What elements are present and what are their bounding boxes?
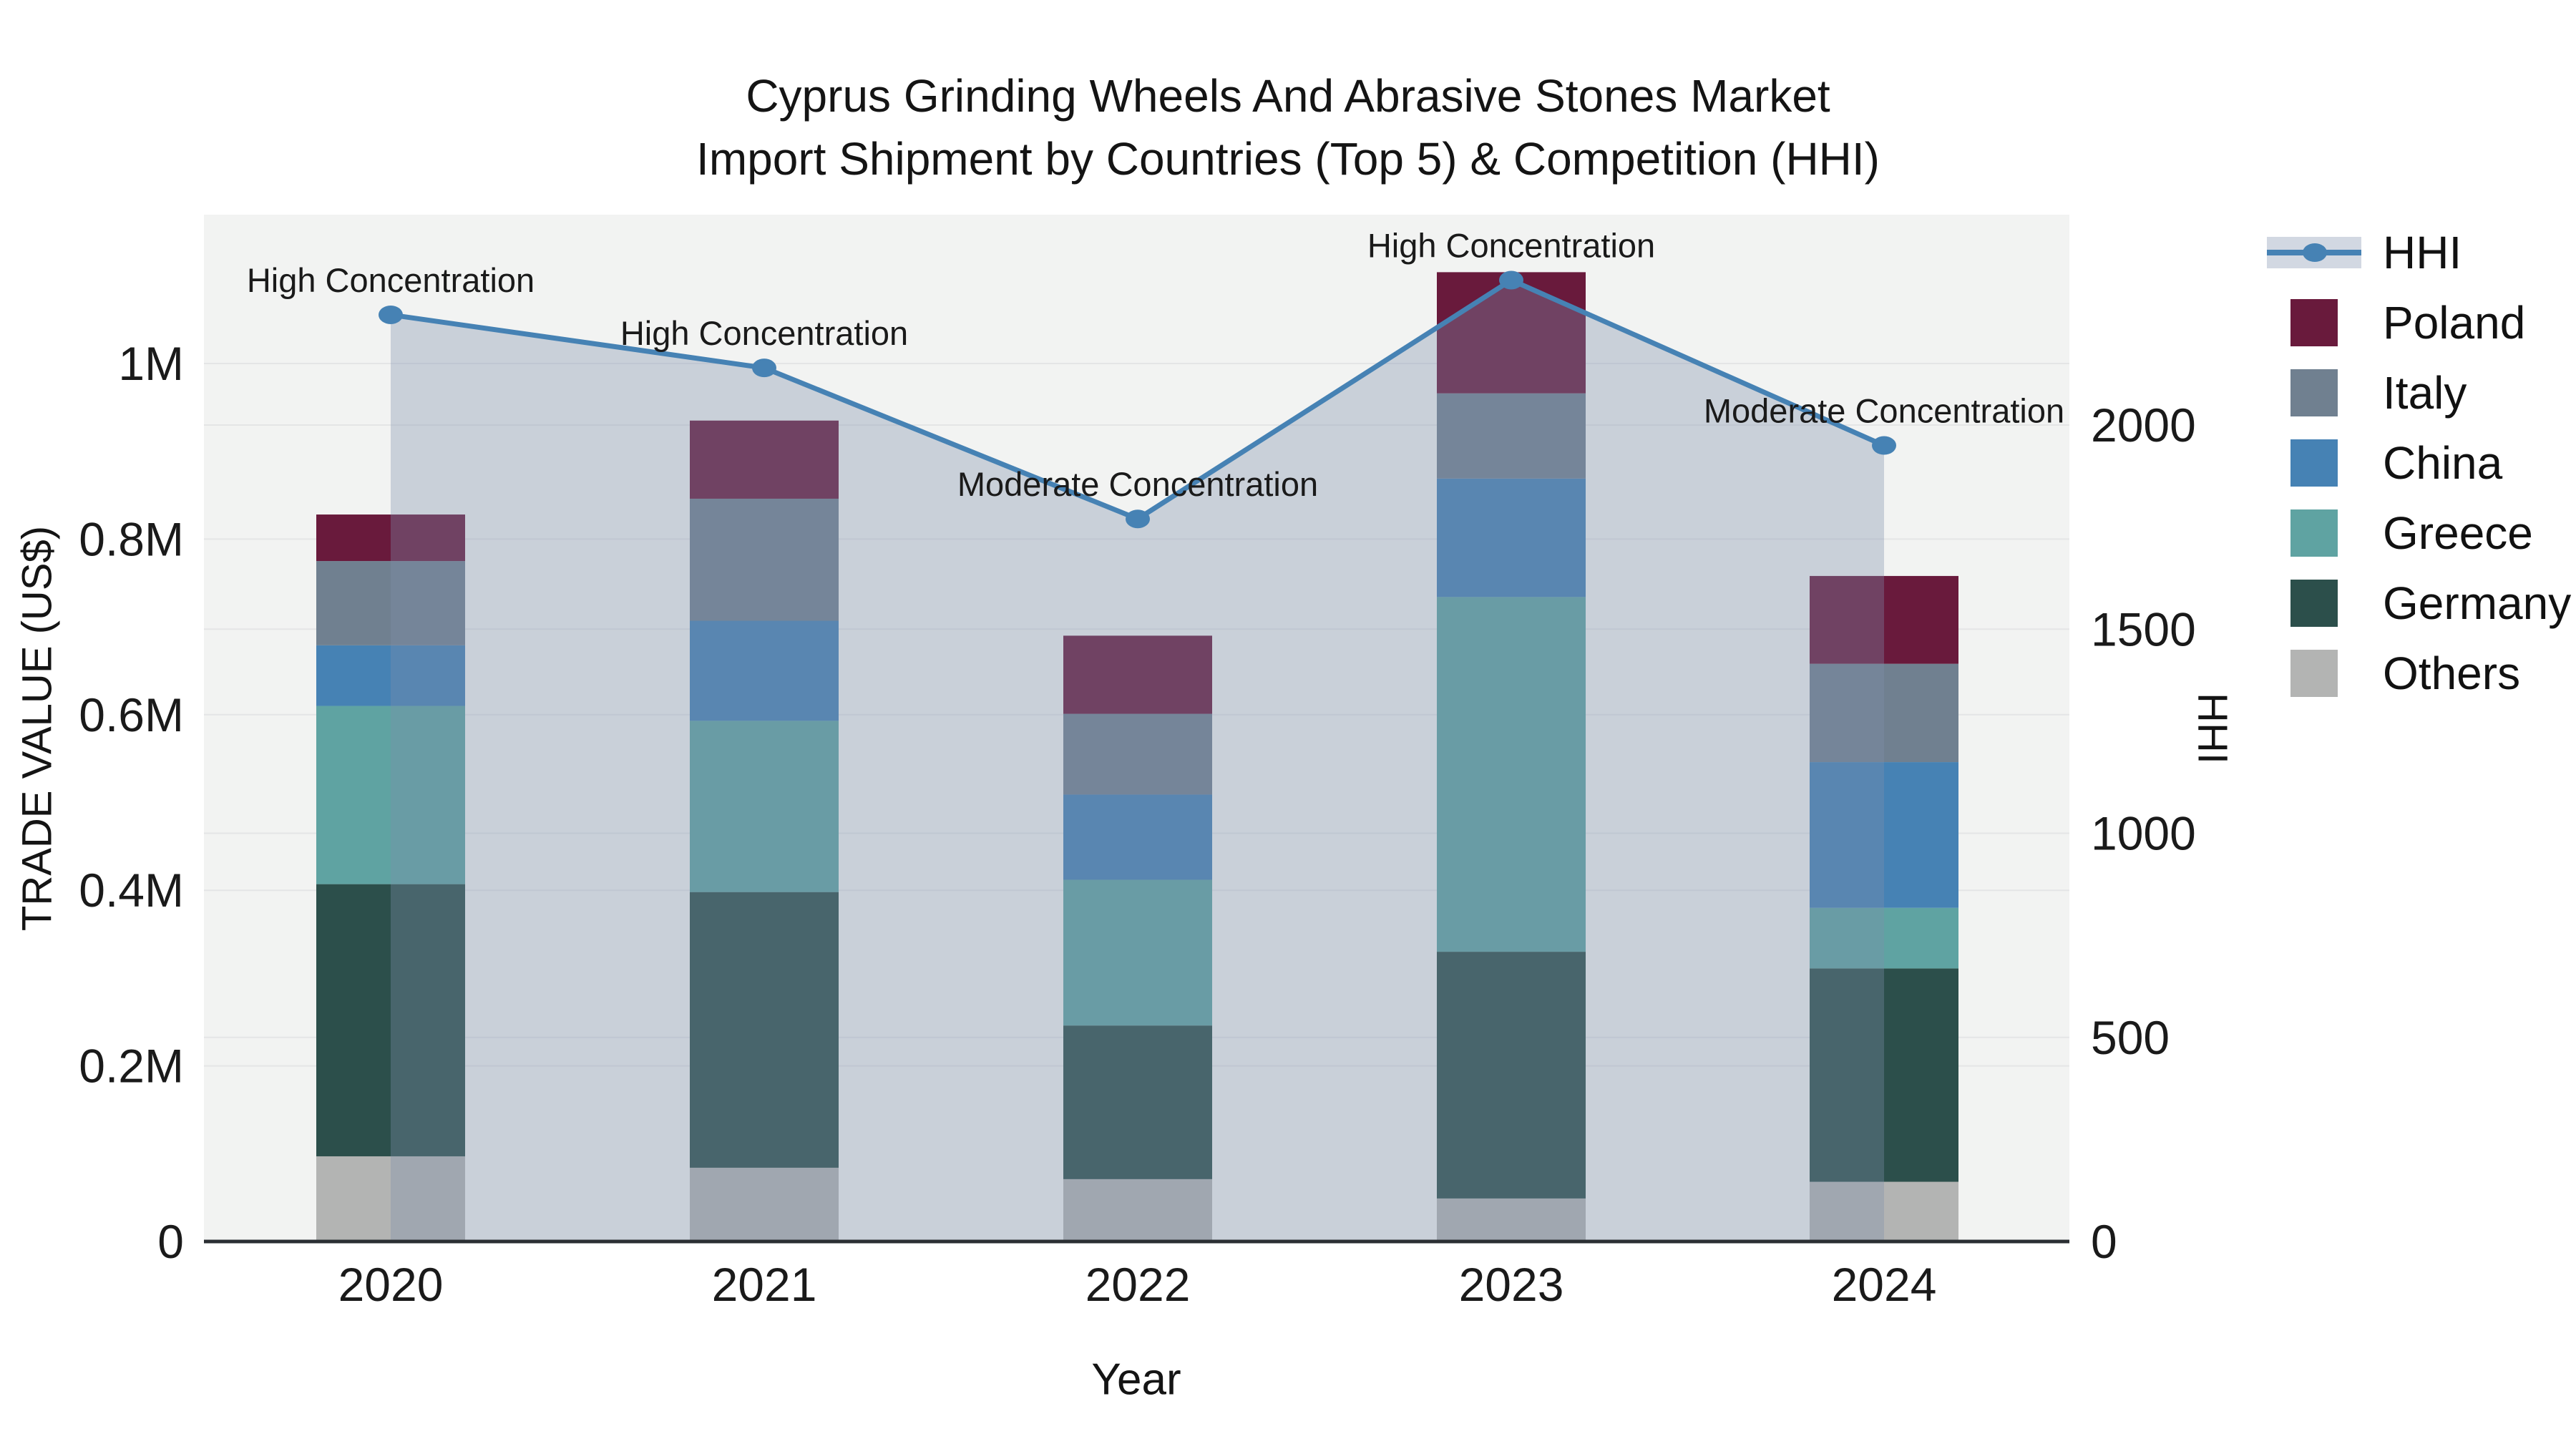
bar-segment-china-2023[interactable] — [1437, 478, 1586, 597]
legend-item-china[interactable]: China — [2267, 436, 2571, 489]
hhi-area-fill — [391, 280, 1884, 1241]
bar-segment-others-2021[interactable] — [690, 1167, 839, 1241]
x-tick-2024: 2024 — [1832, 1258, 1937, 1311]
x-tick-2023: 2023 — [1459, 1258, 1564, 1311]
legend-item-germany[interactable]: Germany — [2267, 577, 2571, 629]
x-axis-title: Year — [1091, 1355, 1181, 1405]
y-right-tick: 0 — [2091, 1215, 2117, 1268]
bar-segment-others-2020[interactable] — [316, 1156, 465, 1241]
annotation-2023: High Concentration — [1367, 226, 1655, 264]
annotation-2024: Moderate Concentration — [1704, 392, 2064, 430]
legend-swatch-icon — [2267, 649, 2361, 697]
chart-title-line2: Import Shipment by Countries (Top 5) & C… — [696, 133, 1880, 185]
bar-segment-china-2022[interactable] — [1063, 794, 1212, 880]
bar-segment-germany-2021[interactable] — [690, 892, 839, 1168]
legend-label: Poland — [2383, 296, 2526, 348]
bar-segment-greece-2020[interactable] — [316, 706, 465, 884]
bar-segment-germany-2020[interactable] — [316, 884, 465, 1156]
bar-segment-germany-2023[interactable] — [1437, 952, 1586, 1199]
bar-segment-china-2021[interactable] — [690, 620, 839, 721]
y-axis-title-left: TRADE VALUE (US$) — [14, 525, 61, 932]
bar-segment-poland-2022[interactable] — [1063, 635, 1212, 714]
y-right-tick: 1500 — [2091, 602, 2196, 655]
bar-segment-poland-2024[interactable] — [1810, 575, 1958, 664]
legend-swatch-icon — [2267, 298, 2361, 346]
bar-segment-italy-2020[interactable] — [316, 561, 465, 645]
bar-segment-poland-2021[interactable] — [690, 420, 839, 499]
y-left-tick: 0.4M — [79, 864, 184, 917]
bar-segment-italy-2023[interactable] — [1437, 393, 1586, 479]
y-left-tick: 0.8M — [79, 512, 184, 565]
legend: HHI Poland Italy China Greece Germany Others — [2267, 227, 2571, 699]
y-left-tick: 0.6M — [79, 688, 184, 741]
chart-title-line1: Cyprus Grinding Wheels And Abrasive Ston… — [746, 70, 1830, 122]
bar-segment-china-2024[interactable] — [1810, 762, 1958, 908]
bar-segment-italy-2021[interactable] — [690, 498, 839, 621]
bar-segment-greece-2024[interactable] — [1810, 907, 1958, 969]
x-tick-2021: 2021 — [712, 1258, 817, 1311]
bar-segment-greece-2021[interactable] — [690, 721, 839, 892]
legend-label: Germany — [2383, 577, 2572, 629]
bar-segment-italy-2022[interactable] — [1063, 713, 1212, 795]
legend-label: Greece — [2383, 507, 2533, 559]
y-left-tick: 0 — [157, 1215, 184, 1268]
legend-label: HHI — [2383, 226, 2462, 278]
legend-label: Italy — [2383, 366, 2467, 419]
bar-segment-poland-2023[interactable] — [1437, 272, 1586, 394]
legend-item-poland[interactable]: Poland — [2267, 296, 2571, 348]
legend-item-others[interactable]: Others — [2267, 648, 2571, 699]
legend-swatch-icon — [2267, 439, 2361, 487]
legend-item-hhi[interactable]: HHI — [2267, 227, 2571, 278]
bar-segment-greece-2022[interactable] — [1063, 879, 1212, 1026]
bar-segment-others-2024[interactable] — [1810, 1181, 1958, 1241]
bar-segment-others-2022[interactable] — [1063, 1179, 1212, 1241]
y-right-tick: 2000 — [2091, 399, 2196, 452]
bar-segment-poland-2020[interactable] — [316, 514, 465, 562]
annotation-2022: Moderate Concentration — [957, 465, 1318, 503]
y-axis-title-right: HHI — [2189, 693, 2236, 764]
hhi-marker-2021[interactable] — [752, 358, 776, 378]
y-left-tick: 1M — [118, 337, 184, 390]
bar-segment-germany-2022[interactable] — [1063, 1025, 1212, 1179]
x-tick-2022: 2022 — [1085, 1258, 1191, 1311]
bar-segment-italy-2024[interactable] — [1810, 663, 1958, 763]
x-tick-2020: 2020 — [338, 1258, 444, 1311]
legend-label: Others — [2383, 647, 2521, 699]
legend-label: China — [2383, 436, 2503, 489]
bar-segment-china-2020[interactable] — [316, 645, 465, 706]
hhi-marker-2020[interactable] — [379, 305, 403, 324]
y-left-tick: 0.2M — [79, 1040, 184, 1093]
hhi-marker-2022[interactable] — [1126, 509, 1150, 529]
y-right-tick: 500 — [2091, 1011, 2170, 1064]
hhi-marker-2023[interactable] — [1499, 270, 1523, 290]
legend-swatch-icon — [2267, 579, 2361, 627]
bar-segment-germany-2024[interactable] — [1810, 968, 1958, 1182]
annotation-2021: High Concentration — [620, 314, 908, 352]
hhi-marker-2024[interactable] — [1872, 436, 1896, 455]
legend-item-greece[interactable]: Greece — [2267, 507, 2571, 559]
bar-segment-greece-2023[interactable] — [1437, 597, 1586, 952]
bar-segment-others-2023[interactable] — [1437, 1198, 1586, 1241]
legend-swatch-icon — [2267, 369, 2361, 416]
legend-line-icon — [2267, 236, 2361, 268]
legend-swatch-icon — [2267, 509, 2361, 557]
legend-item-italy[interactable]: Italy — [2267, 366, 2571, 419]
y-right-tick: 1000 — [2091, 807, 2196, 860]
annotation-2020: High Concentration — [247, 261, 535, 299]
chart-title: Cyprus Grinding Wheels And Abrasive Ston… — [0, 64, 2576, 190]
